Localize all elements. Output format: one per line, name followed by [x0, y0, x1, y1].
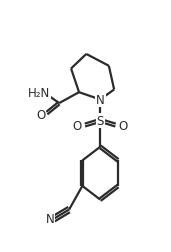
Text: O: O: [72, 120, 82, 133]
Text: S: S: [97, 114, 104, 128]
Text: N: N: [45, 212, 54, 225]
Text: N: N: [96, 93, 105, 107]
Text: H₂N: H₂N: [28, 86, 50, 99]
Text: O: O: [119, 120, 128, 133]
Text: O: O: [36, 109, 45, 122]
